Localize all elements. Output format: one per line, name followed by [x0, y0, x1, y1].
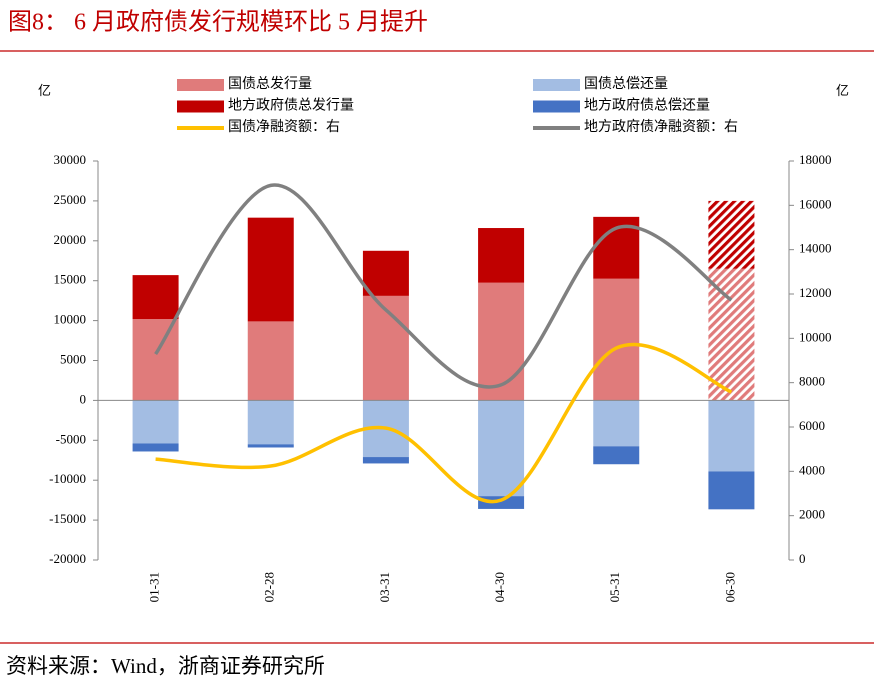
bar — [362, 250, 409, 296]
x-tick-label: 04-30 — [492, 572, 507, 602]
chart-title: 图8： 6 月政府债发行规模环比 5 月提升 — [8, 9, 428, 36]
legend-label: 地方政府债净融资额：右 — [584, 119, 738, 135]
line-series — [155, 342, 733, 504]
bar — [593, 278, 640, 401]
y2-tick-label: 8000 — [799, 374, 825, 389]
y2-tick-label: 6000 — [799, 418, 825, 433]
legend-label: 地方政府债总偿还量 — [584, 98, 710, 114]
bar — [132, 319, 179, 401]
y-tick-label: 20000 — [54, 232, 87, 247]
x-tick-label: 05-31 — [607, 572, 622, 602]
bar — [362, 457, 409, 464]
x-tick-label: 02-28 — [262, 572, 277, 602]
bar — [362, 295, 409, 401]
bar — [247, 217, 294, 322]
bar — [132, 443, 179, 452]
y2-tick-label: 12000 — [799, 285, 832, 300]
y-unit: 亿 — [38, 83, 51, 98]
legend-swatch — [533, 100, 580, 113]
bar — [478, 400, 525, 497]
bar — [247, 321, 294, 401]
bar — [708, 200, 755, 269]
y-tick-label: 30000 — [54, 152, 87, 167]
bar — [708, 471, 755, 510]
y-tick-label: -5000 — [56, 431, 86, 446]
legend-label: 国债净融资额：右 — [228, 119, 340, 135]
y-tick-label: 0 — [80, 391, 87, 406]
y2-tick-label: 2000 — [799, 507, 825, 522]
line-series — [154, 183, 733, 389]
bar — [247, 400, 294, 445]
bar — [478, 282, 525, 401]
y2-tick-label: 0 — [799, 551, 806, 566]
bar — [708, 400, 755, 472]
legend-swatch — [177, 79, 224, 91]
y-tick-label: -10000 — [49, 471, 86, 486]
y-tick-label: 25000 — [54, 192, 87, 207]
legend-swatch — [177, 100, 224, 113]
legend-label: 国债总发行量 — [228, 76, 312, 92]
bar — [708, 268, 755, 401]
y-tick-label: 5000 — [60, 351, 86, 366]
y2-tick-label: 14000 — [799, 241, 832, 256]
y-tick-label: -20000 — [49, 551, 86, 566]
bar — [132, 400, 179, 444]
y2-tick-label: 10000 — [799, 329, 832, 344]
legend-swatch — [533, 79, 580, 91]
y-tick-label: 15000 — [54, 272, 87, 287]
y-tick-label: -15000 — [49, 511, 86, 526]
y-tick-label: 10000 — [54, 312, 87, 327]
bar — [593, 400, 640, 447]
bar — [478, 228, 525, 283]
source-note: 资料来源：Wind，浙商证券研究所 — [6, 654, 325, 678]
bar — [247, 444, 294, 448]
x-tick-label: 03-31 — [377, 572, 392, 602]
legend-label: 地方政府债总发行量 — [228, 98, 354, 114]
y2-unit: 亿 — [836, 83, 849, 98]
y2-tick-label: 18000 — [799, 152, 832, 167]
x-tick-label: 01-31 — [147, 572, 162, 602]
legend-label: 国债总偿还量 — [584, 76, 668, 92]
y2-tick-label: 4000 — [799, 462, 825, 477]
y2-tick-label: 16000 — [799, 196, 832, 211]
bar — [593, 446, 640, 465]
bar — [132, 275, 179, 320]
bar — [478, 496, 525, 509]
x-tick-label: 06-30 — [722, 572, 737, 602]
